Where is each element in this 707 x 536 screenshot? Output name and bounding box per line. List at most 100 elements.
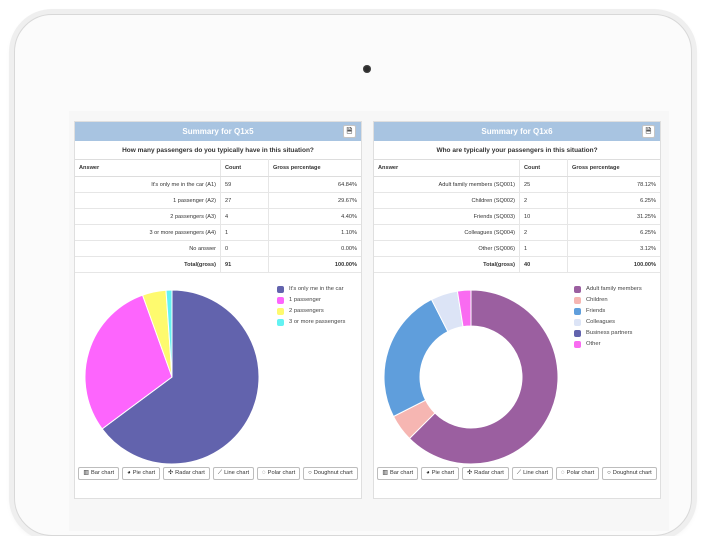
percentage-cell: 0.00%	[268, 240, 361, 257]
total-count: 40	[519, 256, 568, 273]
slice-adult-family-members[interactable]	[408, 289, 559, 465]
legend-label: 3 or more passengers	[289, 319, 346, 325]
table-row: Other (SQ006) 1 3.12%	[374, 240, 660, 257]
bar-chart-button[interactable]: ▥ Bar chart	[377, 467, 419, 480]
count-cell: 4	[220, 208, 269, 225]
percentage-cell: 4.40%	[268, 208, 361, 225]
summary-table: Answer Count Gross percentage It's only …	[75, 159, 361, 273]
polar-chart-icon: ◌	[262, 470, 266, 476]
percentage-cell: 64.84%	[268, 176, 361, 193]
polar-chart-button[interactable]: ◌ Polar chart	[257, 467, 301, 480]
count-header: Count	[220, 159, 269, 177]
legend-label: 1 passenger	[289, 297, 321, 303]
percentage-cell: 3.12%	[567, 240, 660, 257]
count-header: Count	[519, 159, 568, 177]
table-row: Children (SQ002) 2 6.25%	[374, 192, 660, 209]
legend-item[interactable]: Colleagues	[574, 319, 642, 326]
chart-type-buttons: ▥ Bar chart ◕ Pie chart ✣ Radar chart ⟋ Line…	[374, 467, 660, 498]
radar-chart-icon: ✣	[168, 470, 174, 476]
slice-1-passenger[interactable]	[84, 294, 173, 430]
count-cell: 10	[519, 208, 568, 225]
answer-cell: 2 passengers (A3)	[75, 208, 221, 225]
answer-cell: Friends (SQ003)	[374, 208, 520, 225]
legend-swatch	[277, 319, 284, 326]
answer-cell: Adult family members (SQ001)	[374, 176, 520, 193]
legend-swatch	[574, 330, 581, 337]
question-text: How many passengers do you typically hav…	[122, 147, 314, 154]
answer-cell: No answer	[75, 240, 221, 257]
camera-icon	[363, 65, 371, 73]
answer-header: Answer	[75, 159, 221, 177]
bar-chart-icon: ▥	[83, 470, 89, 476]
panel-title: Summary for Q1x6	[481, 127, 553, 136]
pie-chart-button[interactable]: ◕ Pie chart	[122, 467, 161, 480]
count-cell: 0	[220, 240, 269, 257]
answer-cell: It's only me in the car (A1)	[75, 176, 221, 193]
chart-legend: Adult family members Children Friends Co…	[574, 286, 642, 352]
slice-friends[interactable]	[383, 298, 449, 418]
answer-cell: 3 or more passengers (A4)	[75, 224, 221, 241]
pie-chart-button[interactable]: ◕ Pie chart	[421, 467, 460, 480]
legend-item[interactable]: 2 passengers	[277, 308, 345, 315]
count-cell: 1	[519, 240, 568, 257]
answer-cell: 1 passenger (A2)	[75, 192, 221, 209]
doughnut-chart	[383, 289, 559, 465]
table-row: It's only me in the car (A1) 59 64.84%	[75, 176, 361, 193]
chart-type-buttons: ▥ Bar chart ◕ Pie chart ✣ Radar chart ⟋ Line…	[75, 467, 361, 498]
count-cell: 2	[519, 224, 568, 241]
answer-cell: Children (SQ002)	[374, 192, 520, 209]
count-cell: 27	[220, 192, 269, 209]
legend-label: 2 passengers	[289, 308, 324, 314]
answer-cell: Other (SQ006)	[374, 240, 520, 257]
export-button[interactable]: 🗎	[642, 125, 655, 138]
chart-legend: It's only me in the car 1 passenger 2 pa…	[277, 286, 345, 330]
doughnut-chart-icon: ○	[308, 470, 312, 476]
doughnut-chart-icon: ○	[607, 470, 611, 476]
answer-cell: Colleagues (SQ004)	[374, 224, 520, 241]
doughnut-chart-button[interactable]: ○ Doughnut chart	[602, 467, 657, 480]
count-cell: 2	[519, 192, 568, 209]
total-label: Total(gross)	[374, 256, 520, 273]
tablet-frame: Summary for Q1x5 🗎 How many passengers d…	[14, 14, 692, 536]
polar-chart-button[interactable]: ◌ Polar chart	[556, 467, 600, 480]
export-button[interactable]: 🗎	[343, 125, 356, 138]
legend-item[interactable]: Adult family members	[574, 286, 642, 293]
legend-swatch	[277, 308, 284, 315]
total-percentage: 100.00%	[268, 256, 361, 273]
bar-chart-button[interactable]: ▥ Bar chart	[78, 467, 120, 480]
legend-swatch	[574, 308, 581, 315]
legend-label: Friends	[586, 308, 606, 314]
count-cell: 25	[519, 176, 568, 193]
line-chart-button[interactable]: ⟋ Line chart	[212, 467, 255, 480]
legend-item[interactable]: Other	[574, 341, 642, 348]
radar-chart-button[interactable]: ✣ Radar chart	[462, 467, 509, 480]
radar-chart-button[interactable]: ✣ Radar chart	[163, 467, 210, 480]
legend-item[interactable]: 1 passenger	[277, 297, 345, 304]
panel-header: Summary for Q1x6 🗎	[374, 122, 660, 141]
line-chart-icon: ⟋	[217, 470, 223, 476]
legend-item[interactable]: 3 or more passengers	[277, 319, 345, 326]
legend-item[interactable]: Children	[574, 297, 642, 304]
legend-swatch	[574, 286, 581, 293]
question-text: Who are typically your passengers in thi…	[436, 147, 598, 154]
bar-chart-icon: ▥	[382, 470, 388, 476]
panel-title: Summary for Q1x5	[182, 127, 254, 136]
pie-chart-area: It's only me in the car 1 passenger 2 pa…	[75, 276, 361, 476]
total-label: Total(gross)	[75, 256, 221, 273]
slice-it-s-only-me-in-the-car[interactable]	[101, 289, 260, 465]
total-count: 91	[220, 256, 269, 273]
count-cell: 59	[220, 176, 269, 193]
legend-swatch	[277, 297, 284, 304]
percentage-cell: 6.25%	[567, 224, 660, 241]
document-icon: 🗎	[346, 128, 353, 135]
slice-3-or-more-passengers[interactable]	[165, 289, 173, 378]
legend-item[interactable]: Business partners	[574, 330, 642, 337]
doughnut-chart-button[interactable]: ○ Doughnut chart	[303, 467, 358, 480]
panel-header: Summary for Q1x5 🗎	[75, 122, 361, 141]
legend-item[interactable]: It's only me in the car	[277, 286, 345, 293]
line-chart-button[interactable]: ⟋ Line chart	[511, 467, 554, 480]
legend-item[interactable]: Friends	[574, 308, 642, 315]
legend-swatch	[574, 319, 581, 326]
slice-other[interactable]	[456, 289, 472, 328]
legend-label: It's only me in the car	[289, 286, 344, 292]
